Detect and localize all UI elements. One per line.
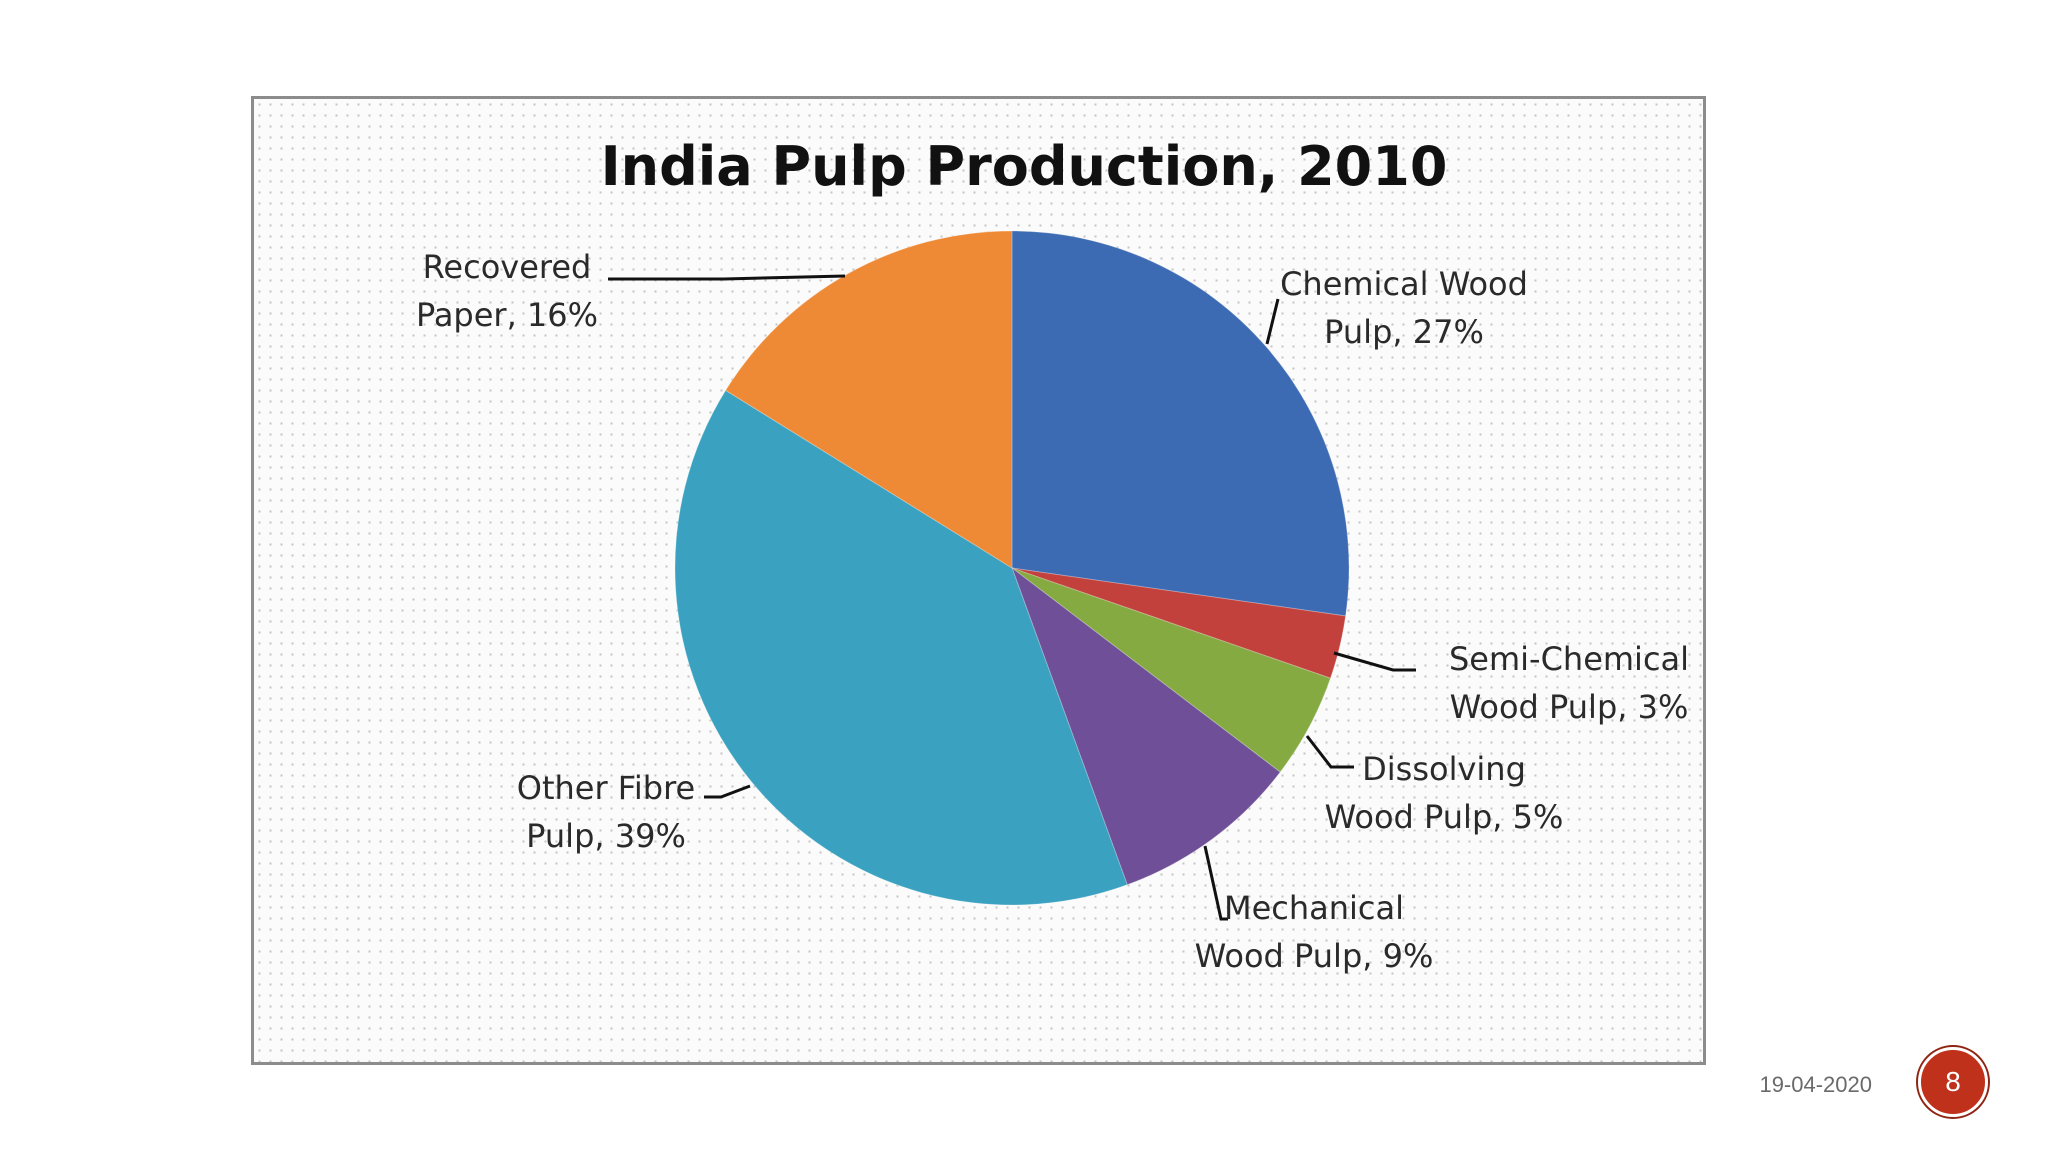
pie-slices <box>674 230 1350 906</box>
slice-label-line: Wood Pulp, 3% <box>1450 688 1689 726</box>
slice-label: Other Fibre Pulp, 39% <box>517 769 695 855</box>
slice-label: Recovered Paper, 16% <box>416 248 598 334</box>
slice-label-line: Mechanical <box>1224 889 1404 927</box>
pie-slice-other-fibre-pulp <box>674 389 1128 906</box>
leader-line <box>608 274 846 281</box>
slice-labels: Chemical Wood Pulp, 27% Semi-Chemical Wood … <box>416 248 1689 975</box>
slice-label-line: Dissolving <box>1362 750 1526 788</box>
chart-frame: India Pulp Production, 2010 Chemical Woo… <box>251 96 1706 1065</box>
leader-line <box>1265 298 1280 345</box>
pie-slice-recovered-paper <box>724 230 1013 569</box>
slice-label: Dissolving Wood Pulp, 5% <box>1325 750 1564 836</box>
leader-line <box>1333 651 1416 672</box>
slice-label-line: Chemical Wood <box>1280 265 1528 303</box>
leader-line <box>704 784 751 799</box>
slice-label-line: Wood Pulp, 5% <box>1325 798 1564 836</box>
slice-label: Chemical Wood Pulp, 27% <box>1280 265 1528 351</box>
pie-slice-mechanical-wood-pulp <box>1010 566 1281 886</box>
slice-label-line: Other Fibre <box>517 769 695 807</box>
slice-label-line: Wood Pulp, 9% <box>1195 937 1434 975</box>
slice-label: Semi-Chemical Wood Pulp, 3% <box>1449 640 1689 726</box>
slice-label: Mechanical Wood Pulp, 9% <box>1195 889 1434 975</box>
pie-chart: India Pulp Production, 2010 Chemical Woo… <box>416 135 1689 975</box>
page-number-badge: 8 <box>1918 1047 1988 1117</box>
slide-date: 19-04-2020 <box>1759 1072 1872 1097</box>
pie-slice-dissolving-wood-pulp <box>1011 567 1332 773</box>
pie-slice-semi-chemical-wood-pulp <box>1011 567 1347 679</box>
pie-slice-chemical-wood-pulp <box>1011 230 1350 617</box>
slice-label-line: Pulp, 39% <box>526 817 686 855</box>
slice-label-line: Recovered <box>423 248 592 286</box>
slice-label-line: Semi-Chemical <box>1449 640 1689 678</box>
leader-line <box>1203 845 1228 921</box>
slice-label-line: Pulp, 27% <box>1324 313 1484 351</box>
slice-label-line: Paper, 16% <box>416 296 598 334</box>
chart-title: India Pulp Production, 2010 <box>601 135 1448 198</box>
leader-lines <box>608 274 1416 921</box>
leader-line <box>1305 735 1354 769</box>
